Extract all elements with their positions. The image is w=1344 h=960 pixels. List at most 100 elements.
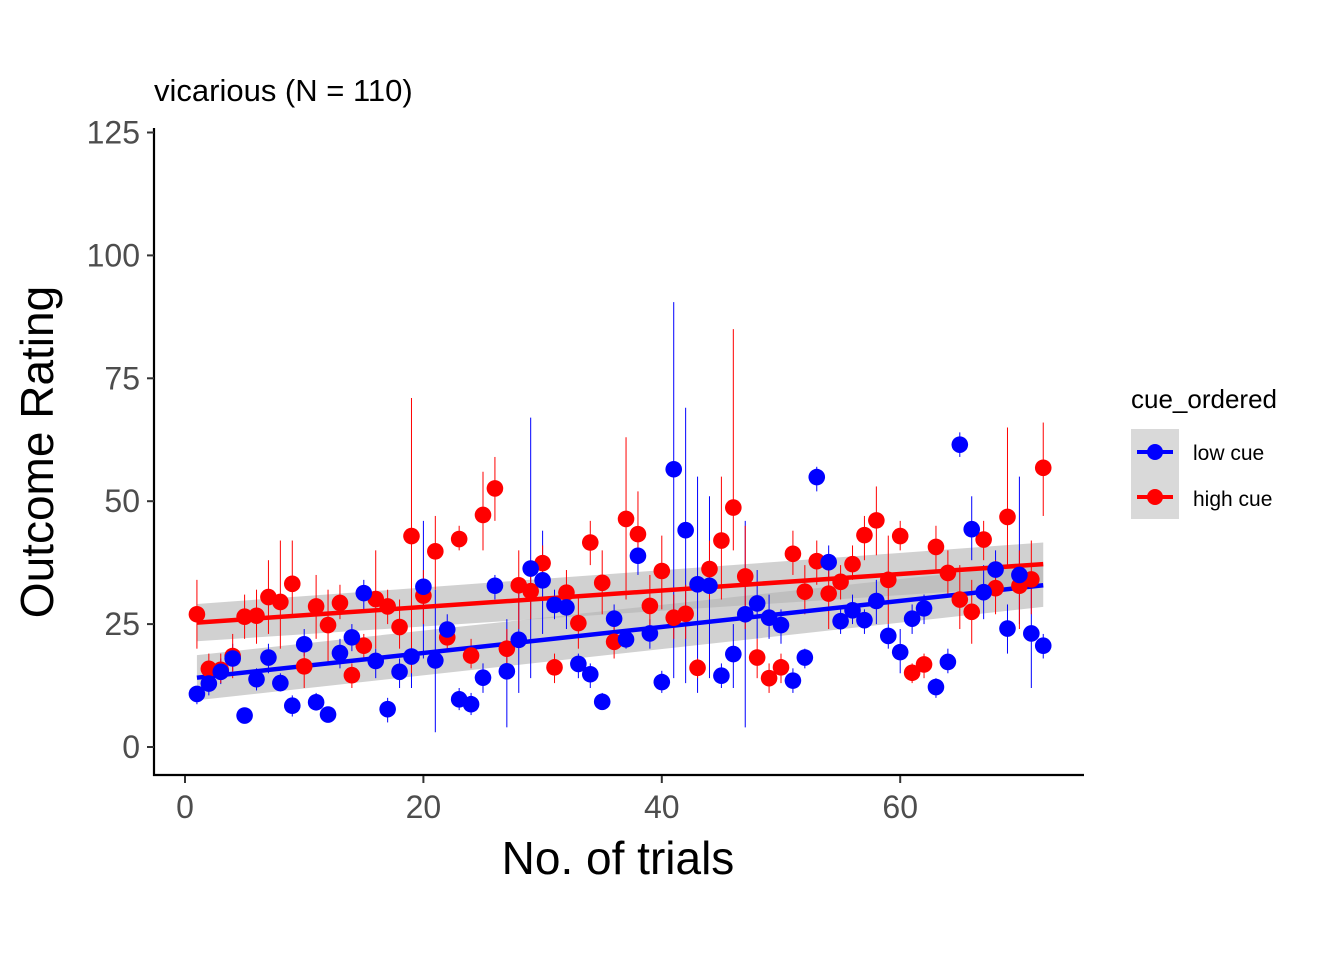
- data-point-low-cue: [927, 678, 945, 696]
- data-point-low-cue: [248, 670, 265, 688]
- data-point-high-cue: [713, 532, 730, 549]
- data-point-high-cue: [820, 585, 837, 602]
- data-point-low-cue: [808, 468, 826, 486]
- data-point-high-cue: [593, 574, 611, 592]
- data-point-high-cue: [462, 647, 480, 664]
- data-point-high-cue: [486, 480, 504, 497]
- data-point-low-cue: [522, 560, 539, 577]
- data-point-high-cue: [891, 527, 909, 545]
- data-point-high-cue: [581, 534, 599, 551]
- data-point-low-cue: [891, 643, 909, 661]
- data-point-low-cue: [534, 572, 551, 589]
- data-point-low-cue: [200, 675, 218, 692]
- data-point-high-cue: [689, 659, 706, 677]
- data-point-high-cue: [283, 575, 301, 593]
- data-point-low-cue: [427, 652, 444, 669]
- data-point-high-cue: [343, 666, 361, 684]
- data-point-low-cue: [665, 460, 683, 478]
- data-point-low-cue: [319, 706, 337, 723]
- data-point-high-cue: [677, 605, 694, 623]
- data-point-high-cue: [1034, 459, 1052, 477]
- y-tick-label: 50: [104, 483, 140, 519]
- data-point-low-cue: [1011, 566, 1028, 584]
- data-point-low-cue: [713, 667, 730, 685]
- trend-line-high-cue: [196, 561, 1044, 625]
- data-point-low-cue: [391, 663, 408, 681]
- data-point-low-cue: [331, 644, 349, 662]
- data-point-low-cue: [343, 629, 361, 646]
- legend-key-point: [1147, 489, 1163, 505]
- data-point-high-cue: [856, 526, 873, 544]
- data-point-high-cue: [629, 525, 647, 543]
- data-point-low-cue: [748, 595, 766, 612]
- legend: cue_ordered low cue high cue: [1131, 384, 1277, 519]
- data-point-high-cue: [272, 593, 289, 611]
- data-point-high-cue: [725, 499, 742, 516]
- x-tick-label: 20: [406, 789, 442, 825]
- data-point-low-cue: [951, 436, 969, 453]
- data-point-high-cue: [999, 508, 1016, 526]
- data-point-low-cue: [486, 577, 504, 595]
- y-tick-label: 75: [104, 360, 140, 396]
- data-point-high-cue: [188, 605, 206, 623]
- legend-label: high cue: [1193, 488, 1272, 511]
- data-point-low-cue: [844, 602, 861, 619]
- data-point-low-cue: [558, 599, 575, 616]
- data-point-high-cue: [975, 531, 992, 548]
- data-points: [188, 436, 1052, 724]
- data-point-high-cue: [879, 571, 897, 589]
- data-point-low-cue: [188, 685, 206, 703]
- legend-title: cue_ordered: [1131, 384, 1277, 414]
- data-point-low-cue: [1034, 637, 1052, 655]
- data-point-low-cue: [999, 620, 1016, 637]
- data-point-high-cue: [558, 584, 575, 601]
- plot-title: vicarious (N = 110): [154, 73, 413, 108]
- y-tick-label: 100: [87, 237, 140, 273]
- data-point-high-cue: [939, 564, 957, 582]
- data-point-low-cue: [593, 693, 611, 711]
- data-point-high-cue: [963, 603, 981, 621]
- data-point-high-cue: [427, 543, 444, 560]
- data-point-low-cue: [367, 652, 385, 670]
- y-tick-label: 125: [87, 115, 140, 151]
- x-tick-label: 60: [882, 789, 918, 825]
- data-point-high-cue: [403, 527, 420, 545]
- data-point-high-cue: [653, 562, 671, 580]
- data-point-low-cue: [295, 635, 313, 653]
- data-point-low-cue: [462, 695, 480, 713]
- data-point-high-cue: [450, 530, 468, 548]
- data-point-low-cue: [915, 600, 933, 617]
- data-point-low-cue: [796, 649, 814, 666]
- data-point-high-cue: [760, 669, 778, 687]
- data-point-high-cue: [868, 512, 885, 529]
- data-point-low-cue: [498, 662, 516, 680]
- data-point-low-cue: [856, 611, 873, 629]
- legend-key-point: [1147, 444, 1163, 460]
- data-point-high-cue: [295, 658, 313, 675]
- data-point-low-cue: [581, 665, 599, 683]
- data-point-high-cue: [248, 607, 265, 625]
- data-point-high-cue: [355, 637, 373, 655]
- y-axis-ticks: 0 25 50 75 100 125: [87, 115, 154, 765]
- data-point-low-cue: [605, 610, 623, 627]
- data-point-low-cue: [772, 616, 790, 634]
- data-point-low-cue: [677, 521, 694, 539]
- data-point-high-cue: [915, 656, 933, 673]
- data-point-low-cue: [283, 697, 301, 715]
- data-point-low-cue: [903, 610, 921, 627]
- legend-item-high-cue: high cue: [1137, 488, 1272, 511]
- data-point-low-cue: [975, 583, 992, 601]
- data-point-high-cue: [307, 598, 325, 615]
- data-point-high-cue: [391, 618, 408, 636]
- trend-lines: [196, 561, 1044, 680]
- data-point-low-cue: [653, 673, 671, 691]
- data-point-high-cue: [796, 583, 814, 600]
- data-point-high-cue: [903, 664, 921, 682]
- data-point-low-cue: [736, 605, 754, 623]
- data-point-high-cue: [927, 538, 945, 556]
- y-tick-label: 0: [122, 729, 140, 765]
- y-axis-title: Outcome Rating: [11, 286, 63, 618]
- data-point-high-cue: [570, 614, 587, 632]
- data-point-low-cue: [879, 627, 897, 645]
- data-point-high-cue: [844, 555, 861, 573]
